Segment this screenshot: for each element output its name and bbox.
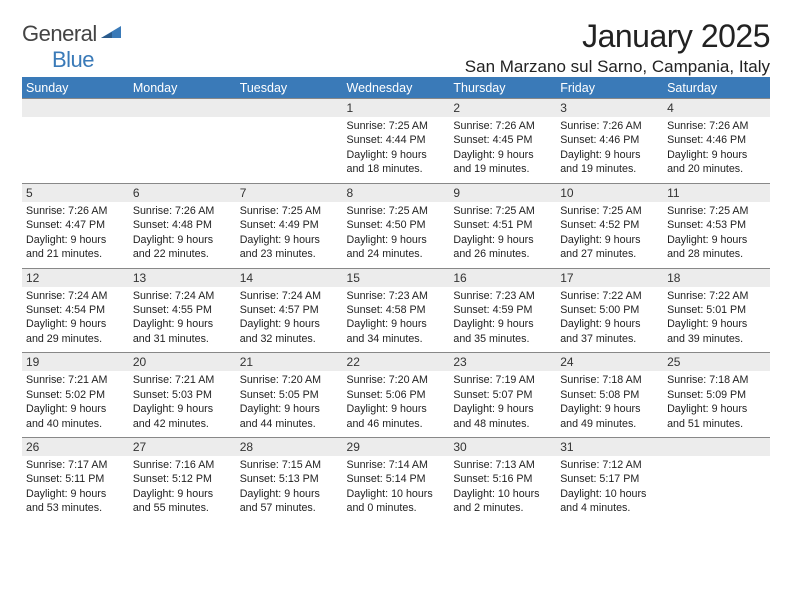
day-number-cell: 2 xyxy=(449,99,556,118)
day-number-cell: 24 xyxy=(556,353,663,372)
day-detail-cell: Sunrise: 7:26 AMSunset: 4:46 PMDaylight:… xyxy=(663,117,770,183)
day-detail-cell xyxy=(22,117,129,183)
day-detail-cell: Sunrise: 7:24 AMSunset: 4:54 PMDaylight:… xyxy=(22,287,129,353)
logo-icon xyxy=(101,23,121,46)
day-detail-cell: Sunrise: 7:18 AMSunset: 5:08 PMDaylight:… xyxy=(556,371,663,437)
day-number-cell: 8 xyxy=(343,183,450,202)
header: General January 2025 San Marzano sul Sar… xyxy=(22,18,770,77)
day-number-row: 19202122232425 xyxy=(22,353,770,372)
day-number-cell: 23 xyxy=(449,353,556,372)
day-detail-cell: Sunrise: 7:25 AMSunset: 4:49 PMDaylight:… xyxy=(236,202,343,268)
day-detail-cell: Sunrise: 7:18 AMSunset: 5:09 PMDaylight:… xyxy=(663,371,770,437)
day-number-cell: 31 xyxy=(556,438,663,457)
day-detail-cell: Sunrise: 7:17 AMSunset: 5:11 PMDaylight:… xyxy=(22,456,129,522)
day-number-cell: 5 xyxy=(22,183,129,202)
day-detail-cell: Sunrise: 7:25 AMSunset: 4:44 PMDaylight:… xyxy=(343,117,450,183)
day-number-cell: 22 xyxy=(343,353,450,372)
logo-text-general: General xyxy=(22,21,97,47)
day-number-cell: 3 xyxy=(556,99,663,118)
day-number-row: 12131415161718 xyxy=(22,268,770,287)
day-detail-cell: Sunrise: 7:20 AMSunset: 5:05 PMDaylight:… xyxy=(236,371,343,437)
day-number-cell: 11 xyxy=(663,183,770,202)
day-detail-cell: Sunrise: 7:23 AMSunset: 4:59 PMDaylight:… xyxy=(449,287,556,353)
day-number-cell: 14 xyxy=(236,268,343,287)
day-number-cell: 28 xyxy=(236,438,343,457)
day-number-cell: 6 xyxy=(129,183,236,202)
day-number-cell: 15 xyxy=(343,268,450,287)
day-number-cell: 20 xyxy=(129,353,236,372)
day-number-cell: 19 xyxy=(22,353,129,372)
day-number-cell: 30 xyxy=(449,438,556,457)
day-number-row: 1234 xyxy=(22,99,770,118)
day-detail-cell: Sunrise: 7:19 AMSunset: 5:07 PMDaylight:… xyxy=(449,371,556,437)
day-number-row: 567891011 xyxy=(22,183,770,202)
day-number-cell: 25 xyxy=(663,353,770,372)
day-detail-row: Sunrise: 7:24 AMSunset: 4:54 PMDaylight:… xyxy=(22,287,770,353)
day-number-cell: 26 xyxy=(22,438,129,457)
calendar-table: SundayMondayTuesdayWednesdayThursdayFrid… xyxy=(22,77,770,522)
day-detail-cell: Sunrise: 7:20 AMSunset: 5:06 PMDaylight:… xyxy=(343,371,450,437)
day-detail-cell: Sunrise: 7:24 AMSunset: 4:55 PMDaylight:… xyxy=(129,287,236,353)
weekday-header-row: SundayMondayTuesdayWednesdayThursdayFrid… xyxy=(22,78,770,99)
day-detail-cell: Sunrise: 7:24 AMSunset: 4:57 PMDaylight:… xyxy=(236,287,343,353)
day-number-cell: 27 xyxy=(129,438,236,457)
day-detail-row: Sunrise: 7:25 AMSunset: 4:44 PMDaylight:… xyxy=(22,117,770,183)
weekday-header: Thursday xyxy=(449,78,556,99)
day-detail-cell: Sunrise: 7:25 AMSunset: 4:50 PMDaylight:… xyxy=(343,202,450,268)
day-detail-row: Sunrise: 7:21 AMSunset: 5:02 PMDaylight:… xyxy=(22,371,770,437)
day-detail-cell: Sunrise: 7:12 AMSunset: 5:17 PMDaylight:… xyxy=(556,456,663,522)
day-detail-cell: Sunrise: 7:25 AMSunset: 4:52 PMDaylight:… xyxy=(556,202,663,268)
day-number-cell: 21 xyxy=(236,353,343,372)
day-detail-cell: Sunrise: 7:23 AMSunset: 4:58 PMDaylight:… xyxy=(343,287,450,353)
day-number-cell: 4 xyxy=(663,99,770,118)
day-number-cell xyxy=(129,99,236,118)
day-detail-cell: Sunrise: 7:15 AMSunset: 5:13 PMDaylight:… xyxy=(236,456,343,522)
day-number-cell: 17 xyxy=(556,268,663,287)
day-number-row: 262728293031 xyxy=(22,438,770,457)
weekday-header: Wednesday xyxy=(343,78,450,99)
day-detail-cell: Sunrise: 7:26 AMSunset: 4:47 PMDaylight:… xyxy=(22,202,129,268)
day-detail-cell: Sunrise: 7:16 AMSunset: 5:12 PMDaylight:… xyxy=(129,456,236,522)
day-detail-cell: Sunrise: 7:26 AMSunset: 4:45 PMDaylight:… xyxy=(449,117,556,183)
day-detail-cell: Sunrise: 7:22 AMSunset: 5:00 PMDaylight:… xyxy=(556,287,663,353)
day-number-cell: 1 xyxy=(343,99,450,118)
day-number-cell: 12 xyxy=(22,268,129,287)
weekday-header: Sunday xyxy=(22,78,129,99)
weekday-header: Monday xyxy=(129,78,236,99)
day-detail-cell: Sunrise: 7:21 AMSunset: 5:03 PMDaylight:… xyxy=(129,371,236,437)
day-number-cell xyxy=(22,99,129,118)
day-number-cell: 9 xyxy=(449,183,556,202)
day-detail-cell: Sunrise: 7:25 AMSunset: 4:53 PMDaylight:… xyxy=(663,202,770,268)
weekday-header: Friday xyxy=(556,78,663,99)
day-number-cell: 13 xyxy=(129,268,236,287)
day-number-cell: 29 xyxy=(343,438,450,457)
day-detail-cell: Sunrise: 7:14 AMSunset: 5:14 PMDaylight:… xyxy=(343,456,450,522)
location-text: San Marzano sul Sarno, Campania, Italy xyxy=(465,57,770,77)
day-number-cell: 7 xyxy=(236,183,343,202)
logo-text-blue: Blue xyxy=(52,47,94,72)
day-detail-row: Sunrise: 7:26 AMSunset: 4:47 PMDaylight:… xyxy=(22,202,770,268)
day-detail-cell: Sunrise: 7:26 AMSunset: 4:46 PMDaylight:… xyxy=(556,117,663,183)
day-detail-cell: Sunrise: 7:21 AMSunset: 5:02 PMDaylight:… xyxy=(22,371,129,437)
day-number-cell: 16 xyxy=(449,268,556,287)
day-detail-cell: Sunrise: 7:13 AMSunset: 5:16 PMDaylight:… xyxy=(449,456,556,522)
weekday-header: Tuesday xyxy=(236,78,343,99)
logo: General xyxy=(22,18,123,47)
day-detail-cell: Sunrise: 7:22 AMSunset: 5:01 PMDaylight:… xyxy=(663,287,770,353)
page-title: January 2025 xyxy=(465,18,770,55)
day-number-cell: 10 xyxy=(556,183,663,202)
day-number-cell xyxy=(236,99,343,118)
day-detail-cell: Sunrise: 7:26 AMSunset: 4:48 PMDaylight:… xyxy=(129,202,236,268)
weekday-header: Saturday xyxy=(663,78,770,99)
day-number-cell: 18 xyxy=(663,268,770,287)
day-detail-cell xyxy=(236,117,343,183)
title-block: January 2025 San Marzano sul Sarno, Camp… xyxy=(465,18,770,77)
day-detail-cell xyxy=(129,117,236,183)
day-detail-cell: Sunrise: 7:25 AMSunset: 4:51 PMDaylight:… xyxy=(449,202,556,268)
day-detail-row: Sunrise: 7:17 AMSunset: 5:11 PMDaylight:… xyxy=(22,456,770,522)
day-detail-cell xyxy=(663,456,770,522)
day-number-cell xyxy=(663,438,770,457)
